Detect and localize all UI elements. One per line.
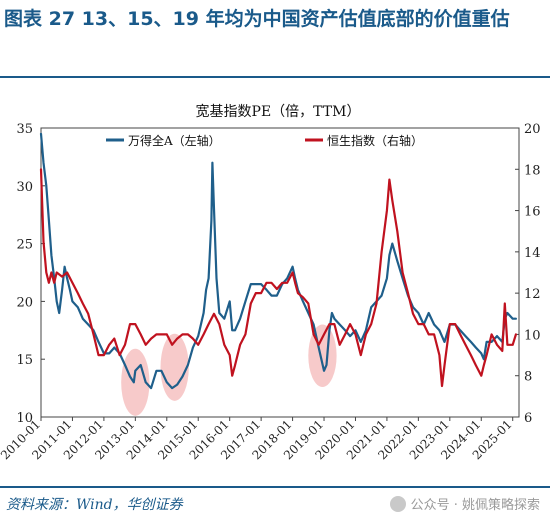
watermark: 公众号 · 姚佩策略探索 xyxy=(389,494,540,513)
series-line-wind-all-a xyxy=(39,132,518,390)
valuation-bottom-highlight-0 xyxy=(121,348,150,416)
legend-label-right: 恒生指数（右轴） xyxy=(327,133,423,148)
legend-label-left: 万得全A（左轴） xyxy=(128,133,221,148)
plot-frame xyxy=(40,127,520,418)
right-y-tick-label-4: 14 xyxy=(524,246,541,261)
chart-title: 宽基指数PE（倍，TTM） xyxy=(196,103,361,120)
right-y-tick-label-6: 18 xyxy=(524,163,541,178)
left-y-tick-label-1: 15 xyxy=(16,353,33,368)
right-y-tick-label-2: 10 xyxy=(524,328,541,343)
left-y-tick-label-4: 30 xyxy=(16,180,33,195)
series-line-hang-seng xyxy=(39,168,518,388)
legend: 万得全A（左轴） 恒生指数（右轴） xyxy=(106,133,423,148)
series-layer xyxy=(39,132,518,390)
pe-line-chart: 宽基指数PE（倍，TTM） 10 15 20 25 30 35 6 8 10 12 14 16 18 20… xyxy=(0,103,541,462)
bottom-highlight-layer xyxy=(121,324,337,416)
left-y-tick-label-3: 25 xyxy=(16,238,33,253)
bottom-divider xyxy=(0,486,550,488)
left-y-tick-label-0: 10 xyxy=(16,411,33,426)
watermark-text: 公众号 · 姚佩策略探索 xyxy=(410,498,540,513)
wechat-icon xyxy=(389,496,406,512)
left-y-tick-label-2: 20 xyxy=(16,295,33,310)
source-note: 资料来源：Wind，华创证券 xyxy=(6,497,183,513)
valuation-bottom-highlight-1 xyxy=(160,333,189,401)
right-y-tick-label-7: 20 xyxy=(524,122,541,137)
chart-axes: 101520253035681012141618202010-012011-01… xyxy=(0,122,541,462)
right-y-tick-label-1: 8 xyxy=(524,370,532,385)
top-divider xyxy=(0,76,550,78)
right-y-tick-label-0: 6 xyxy=(524,411,532,426)
left-y-tick-label-5: 35 xyxy=(16,122,33,137)
figure-title: 图表 27 13、15、19 年均为中国资产估值底部的价值重估 xyxy=(4,8,510,30)
right-y-tick-label-3: 12 xyxy=(524,287,541,302)
right-y-tick-label-5: 16 xyxy=(524,205,541,220)
